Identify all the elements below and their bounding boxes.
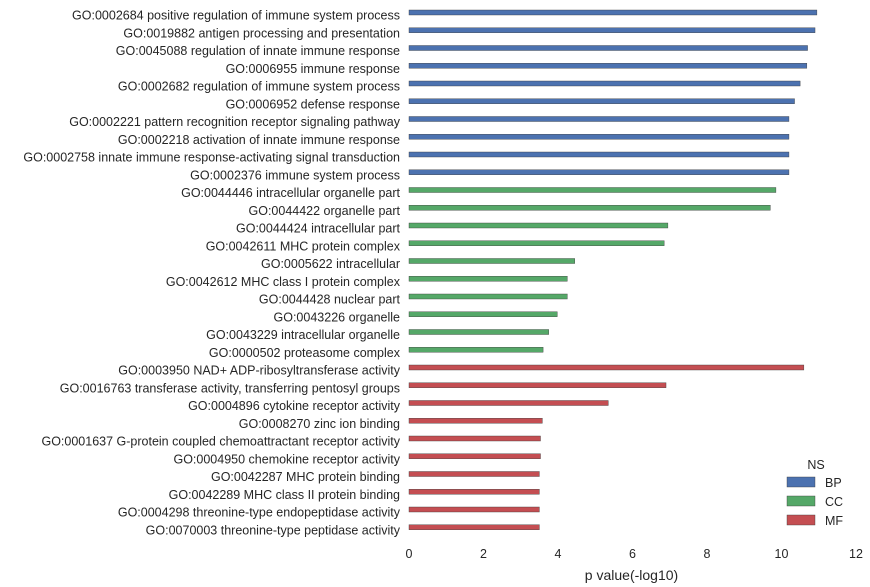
bar-cc xyxy=(408,347,544,353)
category-label: GO:0002758 innate immune response-activa… xyxy=(23,151,400,165)
category-label: GO:0006955 immune response xyxy=(226,62,400,76)
bar-cc xyxy=(408,311,558,317)
bar-cc xyxy=(408,222,669,229)
category-label: GO:0043226 organelle xyxy=(274,310,401,324)
bar-cc xyxy=(408,329,549,335)
bar-bp xyxy=(408,151,790,158)
x-tick-label: 8 xyxy=(704,547,711,561)
x-axis-title: p value(-log10) xyxy=(585,567,678,583)
category-label: GO:0001637 G-protein coupled chemoattrac… xyxy=(41,435,400,449)
legend-title: NS xyxy=(807,458,824,472)
category-label: GO:0044422 organelle part xyxy=(249,204,401,218)
x-tick-label: 2 xyxy=(480,547,487,561)
category-label: GO:0008270 zinc ion binding xyxy=(239,417,400,431)
bar-mf xyxy=(408,524,540,530)
bar-mf xyxy=(408,471,540,477)
category-label: GO:0044424 intracellular part xyxy=(236,222,401,236)
category-label: GO:0002684 positive regulation of immune… xyxy=(72,9,400,23)
category-label: GO:0003950 NAD+ ADP-ribosyltransferase a… xyxy=(118,364,400,378)
x-tick-label: 10 xyxy=(775,547,789,561)
bar-cc xyxy=(408,276,568,282)
category-label: GO:0044428 nuclear part xyxy=(259,293,401,307)
bar-cc xyxy=(408,293,568,300)
bar-bp xyxy=(408,169,790,175)
category-label: GO:0043229 intracellular organelle xyxy=(206,328,400,342)
category-label: GO:0004298 threonine-type endopeptidase … xyxy=(118,506,401,520)
bars xyxy=(408,9,818,530)
bar-cc xyxy=(408,187,777,193)
category-label: GO:0002221 pattern recognition receptor … xyxy=(69,115,401,129)
bar-bp xyxy=(408,27,816,33)
bar-cc xyxy=(408,240,665,246)
x-tick-label: 6 xyxy=(629,547,636,561)
legend-label-bp: BP xyxy=(825,476,842,490)
legend-label-mf: MF xyxy=(825,514,843,528)
category-label: GO:0005622 intracellular xyxy=(261,257,400,271)
bar-mf xyxy=(408,400,609,406)
bar-mf xyxy=(408,364,805,371)
bar-mf xyxy=(408,382,667,388)
x-axis: 0 2 4 6 8 10 12 xyxy=(406,547,863,561)
bar-mf xyxy=(408,418,543,424)
legend-swatch-cc xyxy=(786,495,816,507)
category-label: GO:0042612 MHC class I protein complex xyxy=(166,275,401,289)
bar-mf xyxy=(408,506,540,513)
legend-swatch-bp xyxy=(786,476,816,488)
category-label: GO:0000502 proteasome complex xyxy=(209,346,401,360)
x-tick-label: 12 xyxy=(849,547,863,561)
category-label: GO:0042287 MHC protein binding xyxy=(211,470,400,484)
bar-bp xyxy=(408,9,818,16)
category-label: GO:0002376 immune system process xyxy=(190,168,400,182)
bar-bp xyxy=(408,80,801,87)
category-labels: GO:0002684 positive regulation of immune… xyxy=(23,9,400,538)
bar-bp xyxy=(408,98,795,104)
bar-bp xyxy=(408,116,790,122)
bar-cc xyxy=(408,205,771,211)
bar-mf xyxy=(408,435,541,442)
bar-mf xyxy=(408,453,541,459)
category-label: GO:0044446 intracellular organelle part xyxy=(181,186,400,200)
bar-bp xyxy=(408,45,808,51)
category-label: GO:0042289 MHC class II protein binding xyxy=(169,488,400,502)
legend-label-cc: CC xyxy=(825,495,843,509)
legend-swatch-mf xyxy=(786,514,816,526)
category-label: GO:0002682 regulation of immune system p… xyxy=(118,80,400,94)
category-label: GO:0006952 defense response xyxy=(226,97,400,111)
bar-cc xyxy=(408,258,575,264)
category-label: GO:0070003 threonine-type peptidase acti… xyxy=(146,523,401,537)
bar-bp xyxy=(408,134,790,140)
category-label: GO:0016763 transferase activity, transfe… xyxy=(60,381,400,395)
category-label: GO:0042611 MHC protein complex xyxy=(206,239,401,253)
x-tick-label: 0 xyxy=(406,547,413,561)
category-label: GO:0004896 cytokine receptor activity xyxy=(188,399,401,413)
category-label: GO:0004950 chemokine receptor activity xyxy=(173,452,400,466)
bar-bp xyxy=(408,63,808,69)
x-tick-label: 4 xyxy=(555,547,562,561)
category-label: GO:0045088 regulation of innate immune r… xyxy=(116,44,400,58)
bar-mf xyxy=(408,489,540,495)
category-label: GO:0019882 antigen processing and presen… xyxy=(123,26,400,40)
category-label: GO:0002218 activation of innate immune r… xyxy=(118,133,400,147)
